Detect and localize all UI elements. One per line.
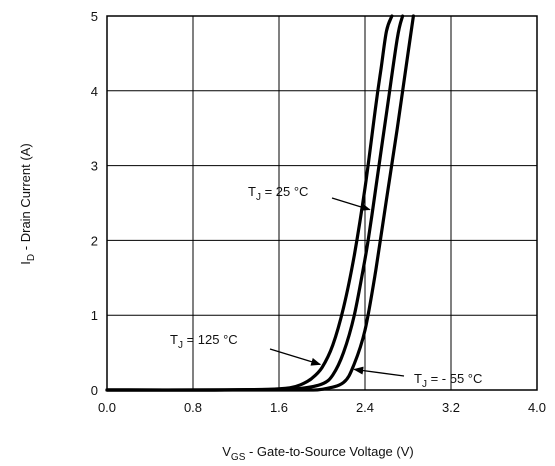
grid bbox=[107, 16, 537, 390]
x-tick-label: 1.6 bbox=[270, 400, 288, 415]
x-tick-label: 3.2 bbox=[442, 400, 460, 415]
annotation-arrow bbox=[353, 366, 405, 377]
tick-labels: 0.0 0.8 1.6 2.4 3.2 4.0 0 1 2 3 4 5 bbox=[91, 9, 546, 415]
annotation-tj-minus55c: TJ = - 55 °C bbox=[353, 366, 482, 390]
series-tj-25c-line bbox=[105, 14, 405, 392]
x-tick-label: 4.0 bbox=[528, 400, 546, 415]
series-tj-minus55c-line bbox=[105, 14, 415, 392]
x-tick-label: 0.0 bbox=[98, 400, 116, 415]
y-tick-label: 1 bbox=[91, 308, 98, 323]
x-axis-label: VGS - Gate-to-Source Voltage (V) bbox=[222, 444, 413, 463]
annotation-tj-25c: TJ = 25 °C bbox=[248, 184, 371, 211]
y-tick-label: 4 bbox=[91, 84, 98, 99]
annotation-label: TJ = 125 °C bbox=[170, 332, 238, 351]
y-tick-label: 3 bbox=[91, 159, 98, 174]
annotation-label: TJ = - 55 °C bbox=[414, 371, 482, 390]
annotation-arrow bbox=[269, 348, 322, 366]
plot-frame bbox=[106, 15, 538, 391]
series-layer bbox=[105, 14, 415, 392]
x-tick-label: 2.4 bbox=[356, 400, 374, 415]
y-tick-label: 5 bbox=[91, 9, 98, 24]
annotation-label: TJ = 25 °C bbox=[248, 184, 308, 203]
annotations: TJ = 25 °C TJ = 125 °C TJ = - 55 °C bbox=[170, 184, 482, 390]
y-axis-label: ID - Drain Current (A) bbox=[18, 143, 37, 264]
annotation-arrow bbox=[331, 197, 371, 211]
y-tick-label: 2 bbox=[91, 233, 98, 248]
x-tick-label: 0.8 bbox=[184, 400, 202, 415]
annotation-tj-125c: TJ = 125 °C bbox=[170, 332, 322, 366]
y-tick-label: 0 bbox=[91, 383, 98, 398]
